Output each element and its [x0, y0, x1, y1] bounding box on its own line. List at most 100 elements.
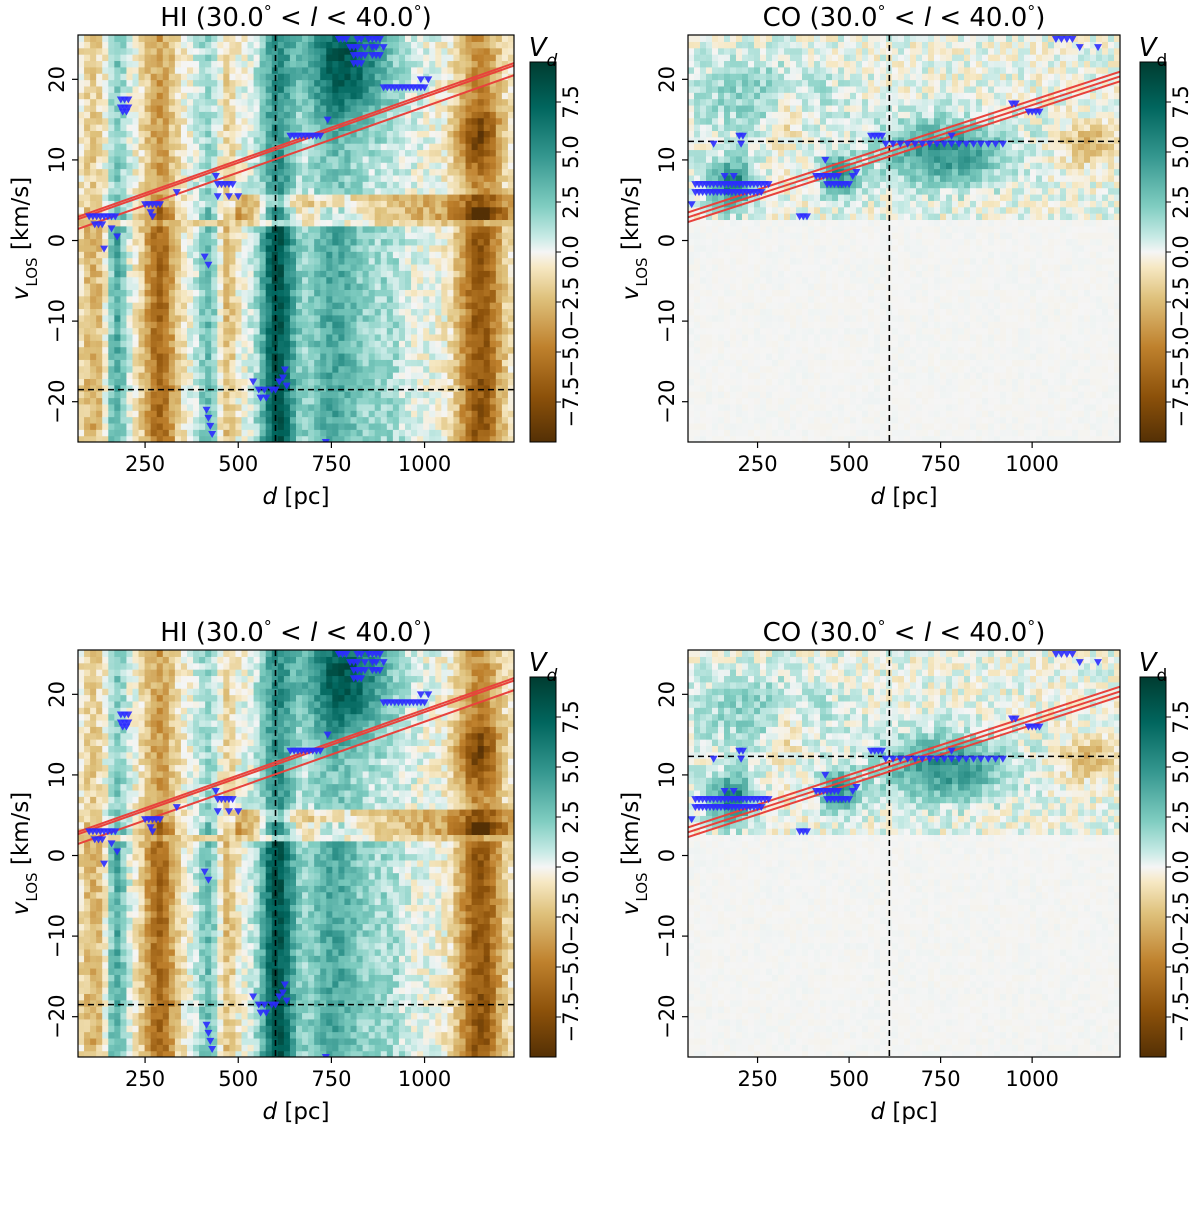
heat-cell [362, 251, 370, 259]
marker-triangle [100, 245, 109, 253]
heat-cell [217, 225, 224, 233]
heat-cell [247, 174, 255, 182]
heat-cell [302, 54, 309, 62]
heat-cell [193, 85, 200, 93]
heat-cell [156, 213, 164, 221]
heat-cell [477, 193, 485, 201]
marker-triangle [254, 386, 263, 394]
heat-cell [114, 403, 121, 411]
heat-cell [435, 340, 442, 348]
heat-cell [174, 117, 182, 125]
heat-cell [332, 384, 339, 392]
marker-triangle [211, 173, 220, 181]
heat-cell [217, 422, 224, 430]
heat-cell [223, 327, 230, 335]
heat-cell [368, 79, 376, 87]
heat-cell [344, 270, 352, 278]
heat-cell [247, 295, 255, 303]
heat-cell [289, 384, 297, 392]
heat-cell [241, 327, 249, 335]
heat-cell [102, 391, 109, 399]
heat-cell [296, 346, 303, 354]
heat-cell [205, 60, 212, 68]
heat-cell [423, 41, 430, 49]
heat-cell [247, 111, 255, 119]
y-tick-label: −10 [45, 299, 69, 343]
heat-cell [453, 174, 461, 182]
heat-cell [483, 314, 491, 322]
heat-cell [223, 85, 230, 93]
heat-cell [96, 314, 103, 322]
heat-cell [380, 181, 388, 189]
heat-cell [144, 168, 152, 176]
heat-cell [217, 98, 224, 106]
heat-cell [90, 384, 97, 392]
heat-cell [108, 130, 115, 138]
heat-cell [465, 359, 473, 367]
heat-cell [302, 435, 309, 442]
heat-cell [205, 346, 212, 354]
heat-cell [344, 327, 352, 335]
heat-cell [174, 422, 182, 430]
heat-cell [289, 403, 297, 411]
heat-cell [326, 41, 333, 49]
heat-cell [326, 302, 333, 310]
heat-cell [180, 41, 188, 49]
heat-cell [277, 257, 285, 265]
heat-cell [199, 321, 206, 329]
heat-cell [507, 416, 514, 424]
heat-cell [392, 79, 400, 87]
heat-cell [495, 54, 503, 62]
heat-cell [386, 295, 394, 303]
heat-cell [501, 41, 509, 49]
heat-cell [380, 66, 388, 74]
heat-cell [193, 168, 200, 176]
heat-cell [314, 149, 321, 157]
heat-cell [193, 416, 200, 424]
heat-cell [283, 54, 291, 62]
heat-cell [429, 149, 436, 157]
heat-cell [706, 321, 713, 329]
heat-cell [205, 130, 212, 138]
heat-cell [296, 365, 303, 373]
heat-cell [423, 35, 430, 42]
heat-cell [150, 225, 158, 233]
heat-cell [700, 41, 707, 49]
heat-cell [471, 168, 479, 176]
heat-cell [398, 410, 406, 418]
heat-cell [501, 340, 509, 348]
heat-cell [471, 35, 479, 42]
heat-cell [126, 333, 134, 341]
heat-cell [211, 200, 218, 208]
heat-cell [302, 200, 309, 208]
heat-cell [90, 149, 97, 157]
heat-cell [102, 429, 109, 437]
heat-cell [398, 168, 406, 176]
heat-cell [296, 403, 303, 411]
heat-cell [108, 73, 115, 81]
heat-cell [700, 54, 707, 62]
heat-cell [465, 60, 473, 68]
heat-cell [90, 193, 97, 201]
heat-cell [374, 206, 382, 214]
heat-cell [465, 232, 473, 240]
heat-cell [694, 200, 701, 208]
heat-cell [96, 397, 103, 405]
heat-cell [84, 41, 91, 49]
heat-cell [344, 73, 352, 81]
heat-cell [96, 193, 103, 201]
heat-cell [138, 187, 146, 195]
heat-cell [253, 73, 261, 81]
heat-cell [253, 111, 261, 119]
heat-cell [96, 124, 103, 131]
heat-cell [168, 384, 176, 392]
heat-cell [380, 124, 388, 131]
heat-cell [102, 60, 109, 68]
heat-cell [435, 143, 442, 151]
heat-cell [150, 130, 158, 138]
heat-cell [205, 270, 212, 278]
heat-cell [241, 35, 249, 42]
heat-cell [174, 149, 182, 157]
heat-cell [229, 314, 237, 322]
heat-cell [114, 35, 121, 42]
